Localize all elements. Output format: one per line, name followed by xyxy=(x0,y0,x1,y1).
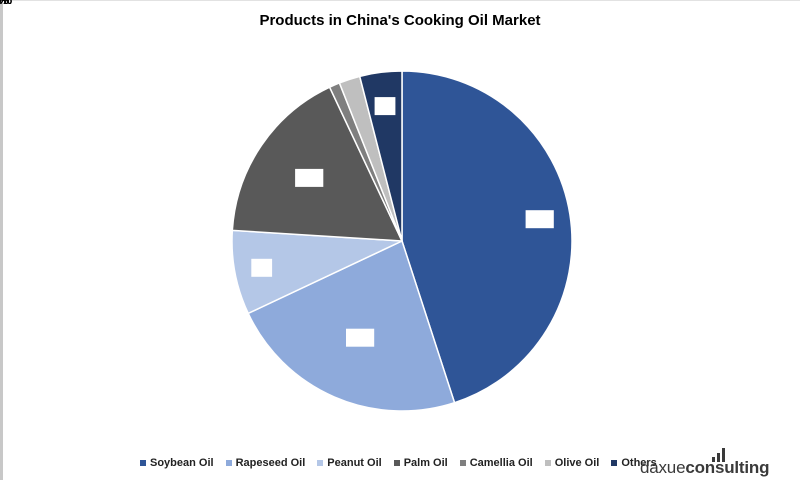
legend-label-rapeseed-oil: Rapeseed Oil xyxy=(235,457,306,469)
pie-slice-palm-oil xyxy=(231,86,404,242)
legend-item-peanut-oil: Peanut Oil xyxy=(317,457,382,469)
legend-item-soybean-oil: Soybean Oil xyxy=(140,457,214,469)
logo-text-regular: daxue xyxy=(640,458,686,477)
chart-title: Products in China's Cooking Oil Market xyxy=(259,12,541,29)
data-label-palm-oil: 17% xyxy=(0,0,12,7)
data-label-olive-oil: 2% xyxy=(0,0,9,7)
legend-swatch-peanut-oil xyxy=(317,460,324,466)
legend-label-peanut-oil: Peanut Oil xyxy=(327,457,382,469)
legend-item-olive-oil: Olive Oil xyxy=(544,457,600,469)
legend-swatch-palm-oil xyxy=(393,460,400,466)
daxue-consulting-logo: daxueconsulting xyxy=(640,448,800,480)
logo-bars-icon xyxy=(712,448,736,462)
legend-label-olive-oil: Olive Oil xyxy=(554,457,600,469)
frame-top-border xyxy=(0,0,800,1)
data-label-box-palm-oil xyxy=(295,168,324,187)
pie-chart: 45%23%8%17%1%2%4% xyxy=(0,0,573,412)
legend-item-rapeseed-oil: Rapeseed Oil xyxy=(225,457,306,469)
legend-swatch-olive-oil xyxy=(544,460,551,466)
logo-text-bold: consulting xyxy=(685,458,770,477)
logo-text: daxueconsulting xyxy=(640,458,769,478)
legend-swatch-others xyxy=(611,460,618,466)
legend-swatch-camellia-oil xyxy=(459,460,466,466)
data-label-box-peanut-oil xyxy=(251,258,273,277)
data-label-rapeseed-oil: 23% xyxy=(0,0,12,7)
pie-slice-soybean-oil xyxy=(401,70,573,404)
legend-label-others: Others xyxy=(621,457,657,469)
data-label-box-others xyxy=(374,97,396,116)
data-label-camellia-oil: 1% xyxy=(0,0,9,7)
data-label-peanut-oil: 8% xyxy=(0,0,9,7)
data-label-others: 4% xyxy=(0,0,9,7)
chart-legend: Soybean Oil Rapeseed Oil Peanut Oil Palm Oi… xyxy=(140,455,680,471)
data-label-box-soybean-oil xyxy=(525,210,554,229)
frame-left-border xyxy=(0,0,3,480)
legend-label-camellia-oil: Camellia Oil xyxy=(469,457,533,469)
legend-swatch-soybean-oil xyxy=(140,460,146,466)
pie-slice-rapeseed-oil xyxy=(247,239,456,412)
data-label-soybean-oil: 45% xyxy=(0,0,12,7)
legend-swatch-rapeseed-oil xyxy=(225,460,232,466)
legend-label-palm-oil: Palm Oil xyxy=(403,457,448,469)
data-label-box-rapeseed-oil xyxy=(346,328,375,347)
legend-item-others: Others xyxy=(611,457,657,469)
legend-label-soybean-oil: Soybean Oil xyxy=(150,457,214,469)
legend-item-camellia-oil: Camellia Oil xyxy=(459,457,533,469)
legend-item-palm-oil: Palm Oil xyxy=(393,457,448,469)
